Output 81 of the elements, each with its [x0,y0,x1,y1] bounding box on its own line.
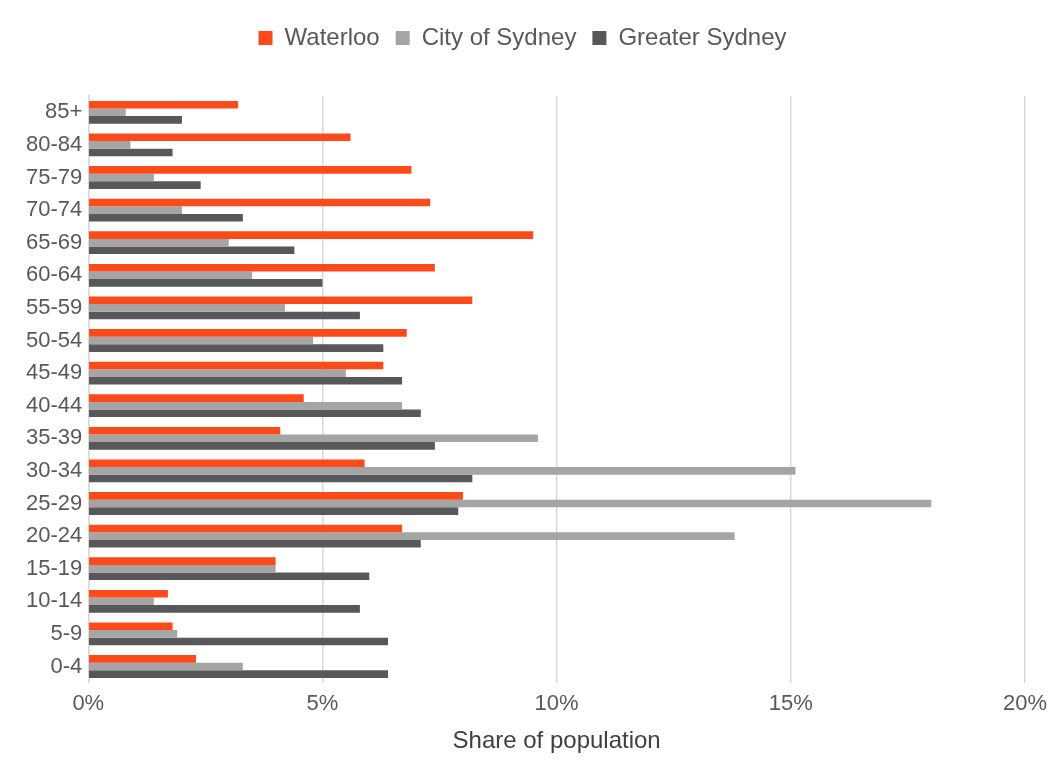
bar [89,336,314,345]
bar [89,655,196,663]
bar [89,474,473,483]
bar [89,376,403,385]
bar [89,231,534,239]
y-tick-label: 45-49 [25,359,83,385]
bar [89,605,360,613]
bar [89,133,351,142]
bar [89,467,796,475]
y-tick-label: 20-24 [25,522,83,548]
x-tick-label: 10% [534,690,579,716]
bar [89,434,538,443]
bar [89,263,435,272]
bar [89,670,389,678]
y-tick-label: 85+ [44,98,83,124]
bar [89,213,243,222]
bar [89,622,173,631]
bar [89,507,459,515]
bar [89,206,182,214]
bar [89,394,304,402]
bar [89,141,131,149]
y-tick-label: 80-84 [25,130,83,156]
bar [89,173,154,182]
bar [89,271,253,280]
bar [89,459,365,468]
x-tick-label: 15% [768,690,813,716]
legend-label: City of Sydney [421,22,577,50]
y-tick-label: 65-69 [25,228,83,254]
bar [89,409,421,418]
bar [89,296,473,305]
x-axis-title: Share of population [452,726,661,754]
bar [89,148,173,157]
bar [89,279,323,287]
bar [89,369,346,377]
bar [89,442,435,450]
bar [89,166,412,174]
bar [89,311,360,320]
y-tick-label: 30-34 [25,456,83,482]
bar [89,304,285,312]
bar [89,344,384,352]
x-tick-label: 5% [306,690,339,716]
legend-label: Waterloo [284,22,380,50]
y-tick-label: 5-9 [50,619,83,645]
bar [89,532,735,540]
bar [89,426,281,435]
bar [89,401,403,410]
bar [89,238,229,247]
bar [89,589,168,598]
legend-label: Greater Sydney [618,22,787,50]
y-tick-label: 40-44 [25,391,83,417]
bar [89,630,178,638]
bar [89,662,243,671]
bar [89,539,421,548]
y-tick-label: 70-74 [25,196,83,222]
bar [89,329,407,337]
bar [89,557,276,565]
bar [89,361,384,370]
bar [89,100,239,109]
y-tick-label: 10-14 [25,587,83,613]
bar [89,499,932,508]
y-tick-label: 0-4 [50,652,83,678]
bar [89,637,389,646]
bar [89,492,463,500]
y-tick-label: 60-64 [25,261,83,287]
bar [89,181,201,189]
x-tick-label: 20% [1002,690,1048,716]
bar [89,116,182,124]
y-tick-label: 50-54 [25,326,83,352]
bar [89,524,403,533]
y-tick-label: 15-19 [25,554,83,580]
bar [89,108,126,117]
y-tick-label: 35-39 [25,424,83,450]
y-tick-label: 25-29 [25,489,83,515]
bar [89,572,370,581]
bar [89,198,431,207]
y-tick-label: 55-59 [25,293,83,319]
x-tick-label: 0% [72,690,105,716]
bar [89,597,154,606]
y-tick-label: 75-79 [25,163,83,189]
bar [89,564,276,573]
bar [89,246,295,255]
